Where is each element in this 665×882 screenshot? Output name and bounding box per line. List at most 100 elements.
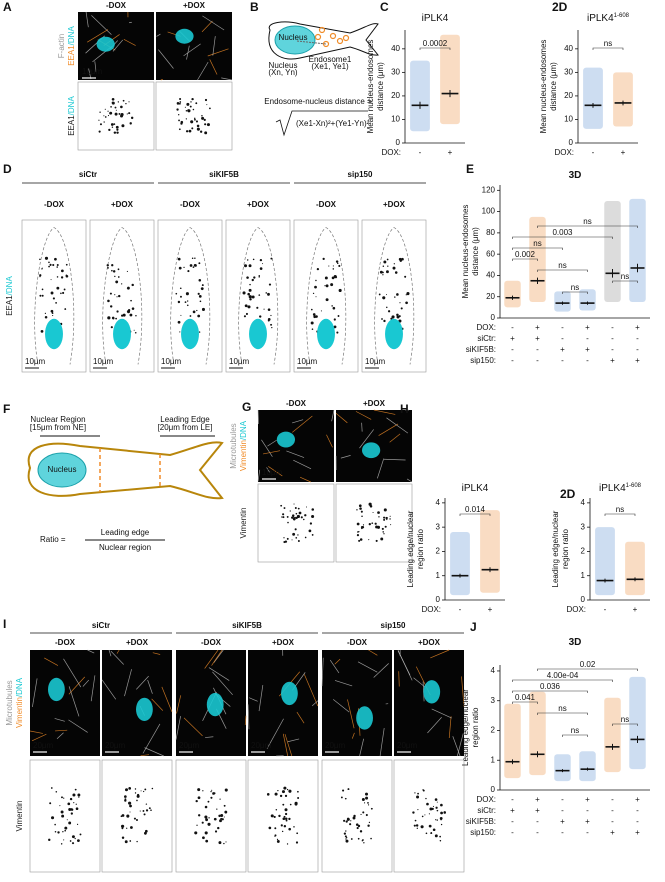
distribution [625, 541, 645, 596]
column-header: -DOX [347, 638, 368, 647]
speck [314, 285, 317, 289]
y-tick-label: 0 [491, 785, 496, 794]
filament [31, 733, 47, 742]
speck [186, 304, 189, 307]
panel-letter: I [3, 617, 6, 631]
speck [199, 300, 202, 303]
micrograph [225, 219, 291, 373]
filament [292, 415, 313, 433]
speck [68, 821, 72, 825]
speck [116, 296, 118, 298]
filament [334, 658, 341, 665]
p-value: ns [533, 239, 541, 248]
panel-letter: F [3, 402, 10, 416]
distribution [579, 289, 596, 311]
speck [201, 284, 204, 287]
speck [48, 265, 50, 268]
y-tick-label: 0 [581, 595, 586, 604]
speck [283, 507, 286, 509]
speck [340, 796, 343, 799]
filament [398, 671, 400, 687]
factor-level: - [586, 356, 589, 365]
speck [243, 315, 246, 318]
speck [273, 815, 276, 819]
filament [413, 677, 426, 688]
panel-letter: 2D [552, 0, 568, 14]
y-tick-label: 1 [491, 755, 496, 764]
diagram-label: (Xn, Yn) [268, 68, 298, 77]
speck [191, 127, 194, 130]
speck [196, 824, 198, 826]
speck [434, 834, 438, 838]
speck [219, 819, 222, 823]
speck [60, 269, 64, 273]
distribution [529, 691, 546, 776]
factor-level: + [535, 323, 540, 332]
filament [211, 649, 223, 666]
speck [394, 296, 396, 298]
filament [151, 698, 164, 711]
speck [200, 287, 204, 291]
group-header: sip150 [348, 170, 373, 179]
row-label-part: Microtubules [229, 423, 238, 468]
speck [349, 823, 352, 826]
factor-level: + [585, 817, 590, 826]
speck [130, 116, 134, 120]
factor-level: - [561, 828, 564, 837]
filament [406, 478, 413, 483]
speck [219, 798, 221, 800]
p-value: ns [616, 505, 624, 514]
filament [430, 649, 450, 659]
speck [143, 813, 146, 816]
filament [54, 718, 65, 722]
speck [114, 106, 117, 109]
panel-letter: B [250, 0, 259, 14]
speck [259, 258, 263, 262]
filament [373, 663, 389, 678]
y-tick-label: 0 [396, 138, 401, 147]
speck [310, 321, 314, 325]
micrograph [101, 649, 173, 757]
factor-level: - [459, 605, 462, 614]
image-bg [29, 759, 101, 873]
speck [111, 97, 115, 101]
endosome [342, 34, 350, 42]
filament [334, 680, 353, 687]
y-tick-label: 3 [581, 522, 586, 531]
scale-label: 20μm [397, 741, 418, 750]
speck [312, 313, 316, 316]
row-label-part: /DNA [239, 420, 248, 440]
speck [278, 814, 281, 818]
speck [365, 813, 368, 817]
speck [116, 310, 119, 313]
speck [201, 307, 205, 311]
speck [201, 821, 204, 824]
p-value: ns [558, 704, 566, 713]
speck [118, 113, 121, 115]
panel-letter: H [400, 402, 409, 416]
speck [115, 280, 119, 284]
speck [357, 837, 360, 840]
diagram-label: Leading Edge [160, 415, 210, 424]
image-bg [293, 219, 359, 373]
speck [308, 529, 312, 533]
filament [101, 679, 117, 700]
filament [140, 754, 150, 757]
speck [60, 843, 63, 845]
factor-level: + [560, 345, 565, 354]
speck [56, 286, 60, 290]
y-tick-label: 10 [391, 115, 400, 124]
filament [68, 719, 88, 733]
image-bg [21, 219, 87, 373]
speck [198, 331, 201, 333]
factor-level: + [610, 828, 615, 837]
y-tick-label: 2 [436, 547, 441, 556]
image-bg [102, 650, 172, 756]
speck [210, 790, 212, 793]
factor-level: - [586, 828, 589, 837]
factor-level: + [610, 356, 615, 365]
filament [266, 467, 270, 473]
speck [344, 797, 347, 800]
filament [282, 733, 289, 757]
speck [77, 793, 81, 797]
